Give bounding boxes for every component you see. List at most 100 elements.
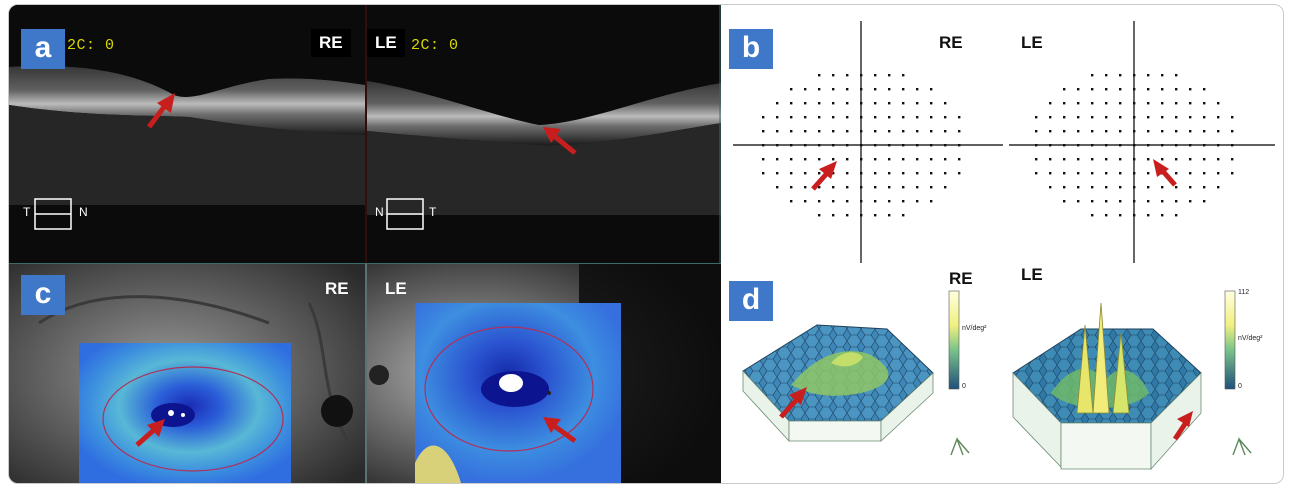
test-point	[790, 172, 793, 175]
test-point	[1133, 130, 1136, 133]
test-point	[1161, 116, 1164, 119]
arrow-icon	[135, 419, 165, 447]
test-point	[874, 130, 877, 133]
test-point	[930, 88, 933, 91]
test-point	[944, 144, 947, 147]
test-point	[762, 130, 765, 133]
test-point	[1049, 130, 1052, 133]
test-point	[1189, 144, 1192, 147]
test-point	[874, 88, 877, 91]
test-point	[804, 102, 807, 105]
test-point	[1133, 200, 1136, 203]
test-point	[846, 88, 849, 91]
test-point	[1063, 172, 1066, 175]
test-point	[846, 186, 849, 189]
eye-label-re: RE	[939, 33, 963, 52]
test-point	[958, 116, 961, 119]
test-point	[944, 116, 947, 119]
test-point	[860, 116, 863, 119]
eye-label-le: LE	[1021, 33, 1043, 52]
test-point	[1147, 130, 1150, 133]
test-point	[1091, 116, 1094, 119]
test-point	[1175, 214, 1178, 217]
test-point	[1049, 172, 1052, 175]
test-point	[1147, 186, 1150, 189]
test-point	[902, 74, 905, 77]
test-point	[1217, 102, 1220, 105]
test-point	[916, 186, 919, 189]
eye-label-re: RE	[311, 29, 351, 57]
test-point	[1091, 102, 1094, 105]
test-point	[1231, 158, 1234, 161]
test-point	[1119, 186, 1122, 189]
test-point	[1189, 172, 1192, 175]
test-point	[776, 130, 779, 133]
test-point	[846, 158, 849, 161]
test-point	[804, 116, 807, 119]
test-point	[1161, 214, 1164, 217]
test-point	[1147, 214, 1150, 217]
test-points-re	[762, 74, 961, 217]
test-point	[1147, 172, 1150, 175]
test-point	[832, 214, 835, 217]
colorbar-unit-re: nV/deg²	[962, 325, 987, 332]
test-point	[1105, 144, 1108, 147]
test-point	[958, 158, 961, 161]
test-point	[1203, 144, 1206, 147]
test-point	[888, 116, 891, 119]
test-point	[1203, 172, 1206, 175]
test-point	[860, 74, 863, 77]
test-point	[804, 88, 807, 91]
test-point	[1105, 186, 1108, 189]
test-point	[804, 144, 807, 147]
test-point	[860, 102, 863, 105]
test-point	[1203, 102, 1206, 105]
test-point	[1091, 144, 1094, 147]
test-point	[1049, 102, 1052, 105]
orientation-left-re: T	[23, 205, 31, 219]
test-point	[958, 130, 961, 133]
test-point	[790, 144, 793, 147]
test-point	[1189, 200, 1192, 203]
test-point	[930, 186, 933, 189]
test-point	[874, 172, 877, 175]
test-point	[818, 102, 821, 105]
test-point	[1077, 158, 1080, 161]
test-point	[1175, 102, 1178, 105]
eye-label-re: RE	[949, 269, 973, 288]
panel-d-mferg: d RE LE nV/deg² 0 112 nV/deg² 0	[721, 263, 1283, 483]
eye-label-le: LE	[1021, 265, 1043, 284]
oct-overlay-text-le: 2C: 0	[411, 37, 459, 54]
panel-label-c: c	[21, 275, 65, 315]
test-point	[916, 200, 919, 203]
test-point	[818, 144, 821, 147]
arrow-icon	[543, 127, 577, 155]
test-point	[860, 144, 863, 147]
test-point	[888, 172, 891, 175]
test-point	[1105, 102, 1108, 105]
test-point	[790, 130, 793, 133]
test-point	[790, 186, 793, 189]
test-point	[1063, 130, 1066, 133]
test-point	[1035, 130, 1038, 133]
test-point	[790, 200, 793, 203]
test-point	[1091, 200, 1094, 203]
test-point	[1091, 172, 1094, 175]
test-point	[1175, 172, 1178, 175]
test-point	[832, 158, 835, 161]
test-point	[1063, 186, 1066, 189]
orientation-right-le: T	[429, 205, 437, 219]
test-point	[916, 144, 919, 147]
test-point	[1231, 172, 1234, 175]
test-point	[1203, 116, 1206, 119]
arrow-icon	[1153, 159, 1177, 187]
test-point	[1175, 158, 1178, 161]
test-point	[1217, 172, 1220, 175]
test-point	[1077, 102, 1080, 105]
test-point	[930, 116, 933, 119]
test-point	[1133, 102, 1136, 105]
test-point	[1133, 186, 1136, 189]
test-point	[776, 102, 779, 105]
test-point	[1133, 144, 1136, 147]
test-point	[832, 116, 835, 119]
